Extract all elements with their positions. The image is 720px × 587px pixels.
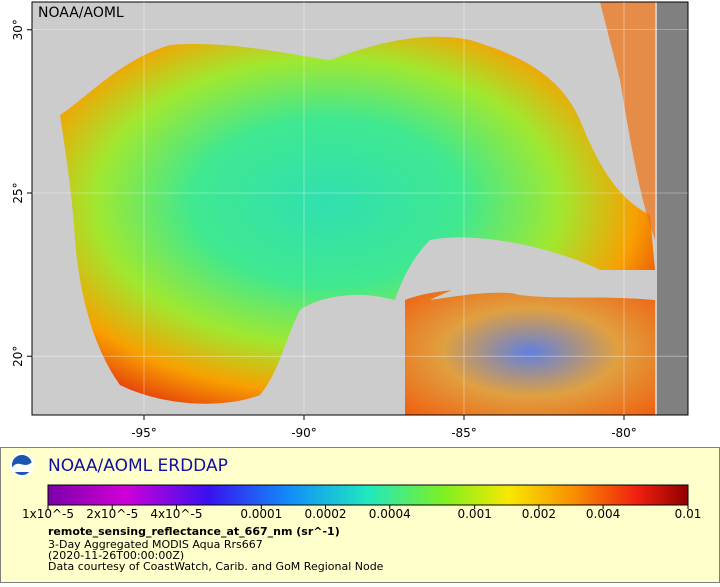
colorbar-tick-label: 0.001 [457, 507, 491, 521]
variable-name: remote_sensing_reflectance_at_667_nm (sr… [48, 525, 340, 538]
caribbean-sea [405, 289, 655, 415]
atlantic-strip [600, 2, 655, 240]
florida [560, 2, 655, 215]
colorbar-tick-label: 0.0004 [369, 507, 411, 521]
colorbar-tick-label: 0.0001 [240, 507, 282, 521]
gulf-of-mexico [60, 36, 655, 404]
x-tick-label: -80° [611, 426, 637, 440]
map-frame [31, 1, 689, 416]
map: NOAA/AOML [31, 1, 689, 416]
colorbar-tick-label: 0.004 [586, 507, 620, 521]
colorbar-tick-label: 4x10^-5 [150, 507, 202, 521]
colorbar-tick-label: 2x10^-5 [86, 507, 138, 521]
info-line: (2020-11-26T00:00:00Z) [48, 549, 184, 562]
colorbar-tick-label: 0.01 [675, 507, 702, 521]
noaa-logo-bird [12, 462, 32, 472]
legend-panel [0, 447, 720, 583]
x-tick-label: -85° [451, 426, 477, 440]
y-tick-label: 30° [11, 19, 25, 40]
colorbar-tick-label: 0.0002 [305, 507, 347, 521]
colorbar [47, 484, 689, 506]
colorbar-tick-label: 1x10^-5 [22, 507, 74, 521]
x-tick-label: -95° [131, 426, 157, 440]
legend-title: NOAA/AOML ERDDAP [48, 456, 228, 476]
y-tick-label: 20° [11, 346, 25, 367]
map-source-label: NOAA/AOML [38, 5, 124, 21]
x-tick-label: -90° [291, 426, 317, 440]
no-data-band [657, 2, 688, 415]
info-line: 3-Day Aggregated MODIS Aqua Rrs667 [48, 538, 263, 551]
info-line: Data courtesy of CoastWatch, Carib. and … [48, 560, 384, 573]
y-tick-label: 25° [11, 182, 25, 203]
cuba [430, 271, 655, 300]
colorbar-tick-label: 0.002 [522, 507, 556, 521]
yucatan [260, 294, 405, 415]
